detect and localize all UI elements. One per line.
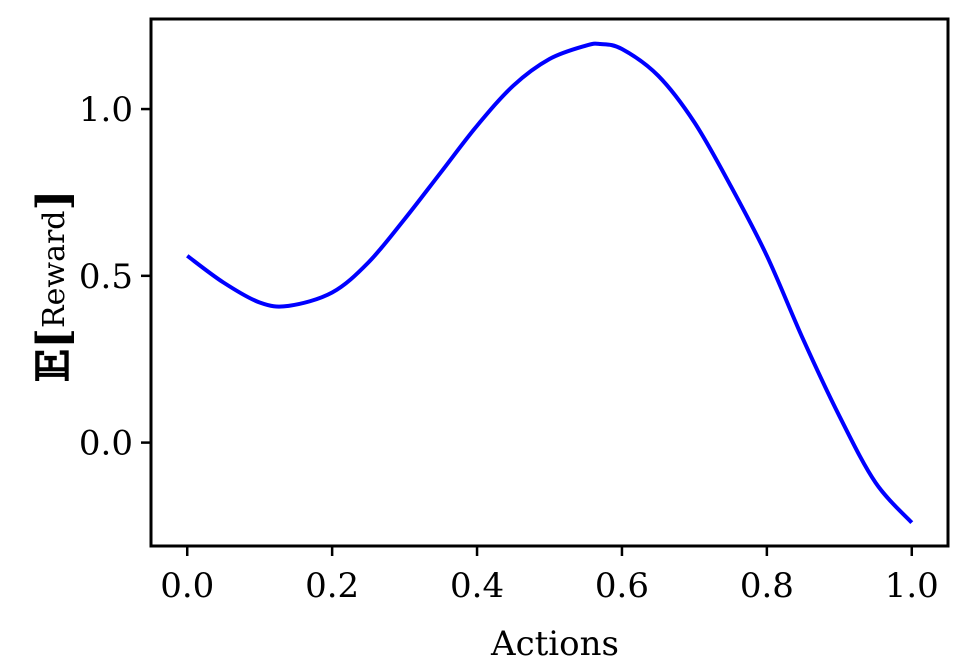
x-tick-label: 0.2: [305, 566, 359, 606]
x-axis-ticks: 0.0 0.2 0.4 0.6 0.8 1.0: [160, 546, 939, 606]
svg-text:𝔼[Reward]: 𝔼[Reward]: [28, 190, 79, 383]
series-layer: [186, 41, 914, 525]
y-axis-label-symbol: 𝔼[: [28, 328, 79, 382]
y-axis-ticks: 0.0 0.5 1.0: [79, 90, 151, 464]
x-tick-label: 0.0: [160, 566, 214, 606]
x-axis-label: Actions: [490, 624, 619, 663]
x-tick-label: 1.0: [885, 566, 939, 606]
x-tick-label: 0.6: [595, 566, 649, 606]
series-line: [186, 41, 914, 525]
x-tick-label: 0.4: [450, 566, 504, 606]
y-tick-label: 0.0: [79, 424, 133, 464]
plot-frame: [149, 17, 950, 548]
y-tick-label: 1.0: [79, 90, 133, 130]
y-axis-label: 𝔼[Reward]: [28, 190, 79, 383]
y-tick-label: 0.5: [79, 257, 133, 297]
x-tick-label: 0.8: [740, 566, 794, 606]
y-axis-label-close: ]: [28, 190, 79, 211]
y-axis-label-text: Reward: [37, 211, 72, 328]
